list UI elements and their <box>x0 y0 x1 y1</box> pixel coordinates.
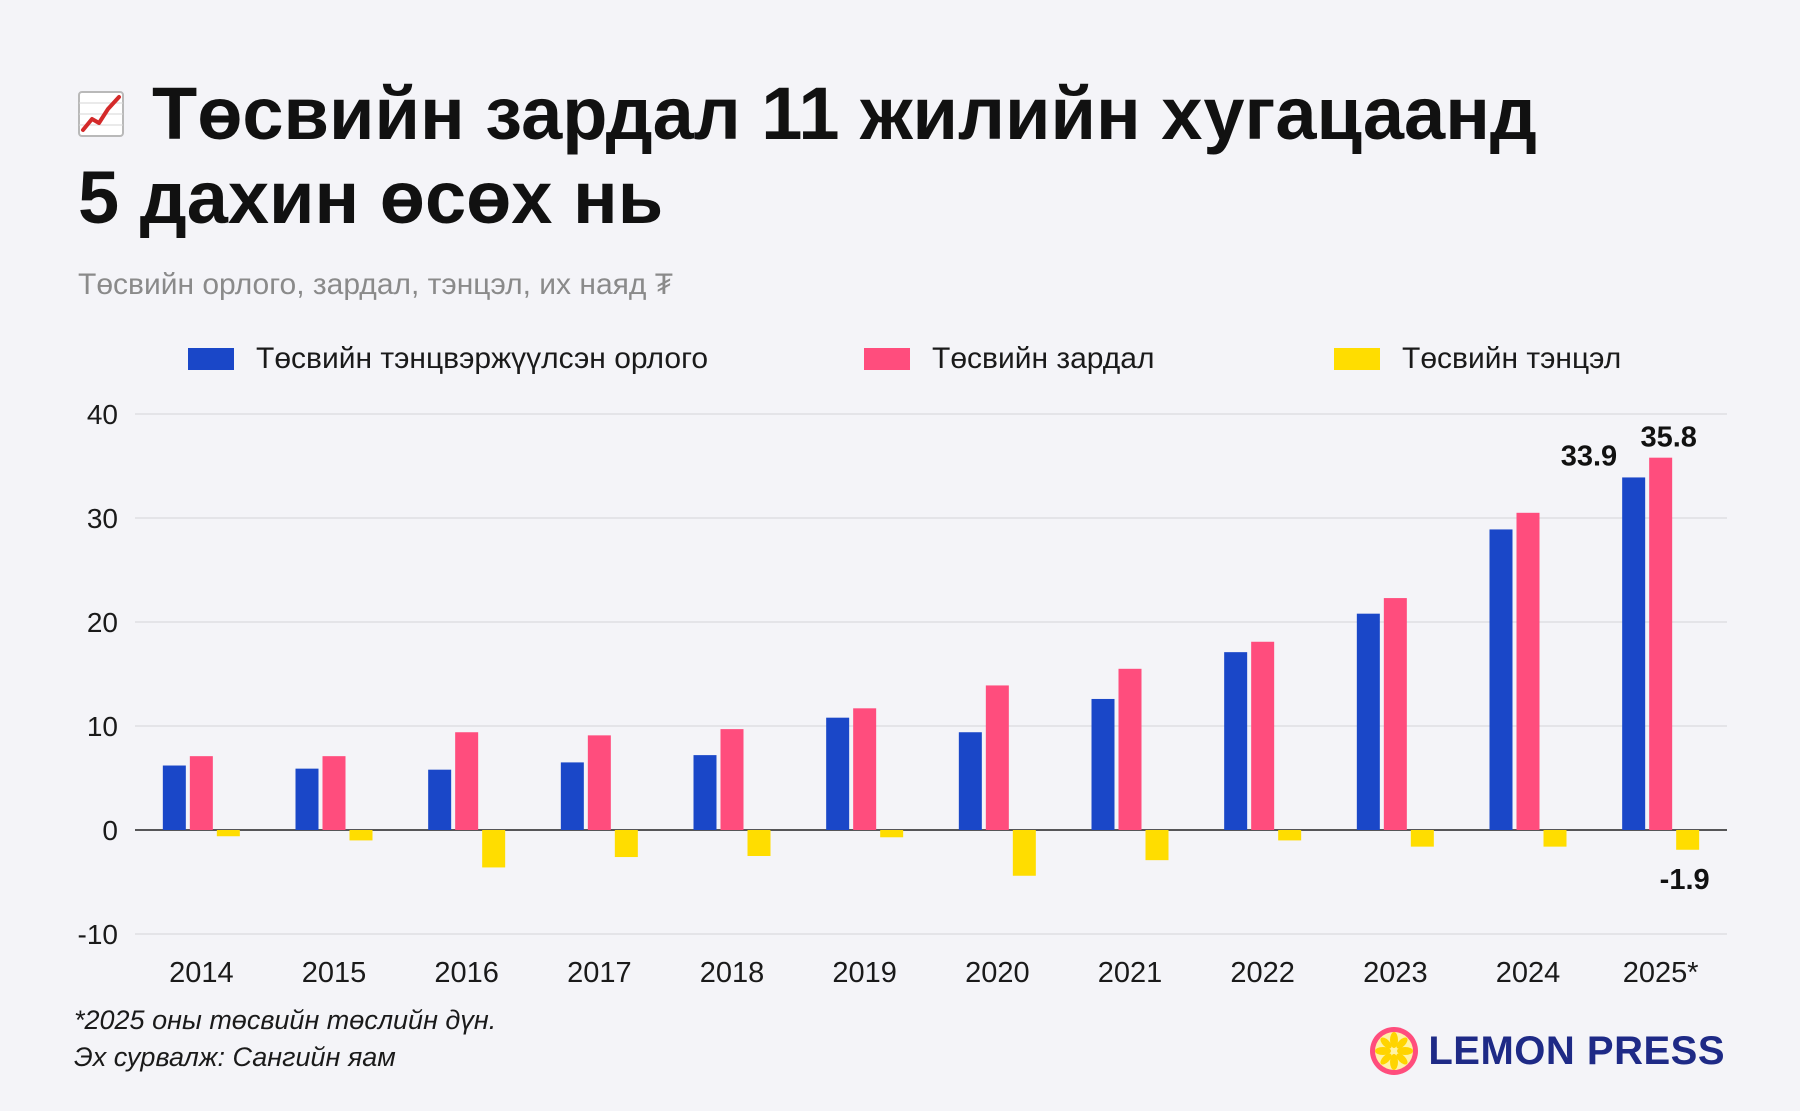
bar-revenue <box>693 755 717 830</box>
lemon-slice-icon <box>1370 1027 1419 1075</box>
bar-balance <box>216 830 240 837</box>
legend-label-revenue: Төсвийн тэнцвэржүүлсэн орлого <box>256 342 709 375</box>
x-tick-label: 2023 <box>1363 957 1428 989</box>
y-tick-label: 40 <box>87 399 118 430</box>
bar-revenue <box>162 765 186 830</box>
x-tick-label: 2016 <box>434 957 499 989</box>
brand-logo: LEMON PRESS <box>1368 1025 1725 1077</box>
legend-label-balance: Төсвийн тэнцэл <box>1402 342 1622 375</box>
bar-revenue <box>295 768 319 830</box>
legend-swatch-revenue <box>188 348 234 370</box>
bar-revenue <box>958 732 982 830</box>
bar-expense <box>455 732 479 830</box>
bar-revenue <box>560 762 584 830</box>
chart-increasing-icon <box>78 91 124 137</box>
title-text-1: Төсвийн зардал 11 жилийн хугацаанд <box>152 72 1537 155</box>
x-tick-label: 2025* <box>1623 957 1699 989</box>
bar-expense <box>720 729 744 830</box>
legend-label-expense: Төсвийн зардал <box>932 342 1155 375</box>
bar-balance <box>1145 830 1169 861</box>
bar-revenue <box>826 717 850 830</box>
page-title: Төсвийн зардал 11 жилийн хугацаанд 5 дах… <box>78 72 1728 240</box>
bar-balance <box>482 830 506 868</box>
x-tick-label: 2014 <box>169 957 234 989</box>
bar-revenue <box>1356 613 1380 830</box>
bar-balance <box>1676 830 1700 850</box>
footnote-source: Эх сурвалж: Сангийн яам <box>74 1042 396 1072</box>
bar-balance <box>747 830 771 856</box>
bar-expense <box>1251 641 1275 830</box>
bar-balance <box>1410 830 1434 847</box>
x-tick-label: 2021 <box>1098 957 1163 989</box>
footnote-note: *2025 оны төсвийн төслийн дүн. <box>74 1005 497 1035</box>
bar-balance <box>880 830 904 838</box>
bar-revenue <box>1489 529 1513 830</box>
legend-swatch-expense <box>864 348 910 370</box>
bar-expense <box>587 735 611 830</box>
bar-expense <box>853 708 877 830</box>
data-label: 33.9 <box>1561 440 1617 472</box>
title-line-2: 5 дахин өсөх нь <box>78 156 664 239</box>
bar-revenue <box>1091 698 1115 830</box>
bar-balance <box>1543 830 1567 847</box>
bar-revenue <box>1622 477 1646 830</box>
bar-revenue <box>428 769 452 830</box>
legend-swatch-balance <box>1334 348 1380 370</box>
x-tick-label: 2022 <box>1230 957 1295 989</box>
footnote: *2025 оны төсвийн төслийн дүн. Эх сурвал… <box>74 1002 496 1076</box>
bar-expense <box>322 756 346 830</box>
x-tick-label: 2018 <box>700 957 765 989</box>
bar-balance <box>349 830 373 841</box>
y-tick-label: 30 <box>87 503 118 534</box>
x-tick-label: 2017 <box>567 957 632 989</box>
bar-expense <box>1118 668 1142 830</box>
x-tick-label: 2024 <box>1496 957 1561 989</box>
bar-expense <box>985 685 1009 830</box>
x-tick-label: 2015 <box>302 957 367 989</box>
legend-item-balance: Төсвийн тэнцэл <box>1334 342 1621 376</box>
bar-expense <box>189 756 213 830</box>
data-label: 35.8 <box>1640 422 1696 454</box>
brand-name: LEMON PRESS <box>1428 1028 1725 1073</box>
data-label: -1.9 <box>1660 864 1710 896</box>
chart-subtitle: Төсвийн орлого, зардал, тэнцэл, их наяд … <box>78 268 674 301</box>
bar-balance <box>1278 830 1302 841</box>
bar-expense <box>1383 598 1407 830</box>
y-tick-label: 20 <box>87 607 118 638</box>
title-line-1: Төсвийн зардал 11 жилийн хугацаанд <box>78 72 1728 156</box>
bar-balance <box>1012 830 1036 876</box>
legend-item-revenue: Төсвийн тэнцвэржүүлсэн орлого <box>188 342 708 376</box>
bar-balance <box>614 830 638 858</box>
bar-expense <box>1649 457 1673 830</box>
y-tick-label: -10 <box>78 919 118 950</box>
legend-item-expense: Төсвийн зардал <box>864 342 1155 376</box>
bar-revenue <box>1224 652 1248 830</box>
x-tick-label: 2019 <box>832 957 897 989</box>
x-tick-label: 2020 <box>965 957 1030 989</box>
bar-expense <box>1516 512 1540 830</box>
y-tick-label: 10 <box>87 711 118 742</box>
y-tick-label: 0 <box>102 815 118 846</box>
